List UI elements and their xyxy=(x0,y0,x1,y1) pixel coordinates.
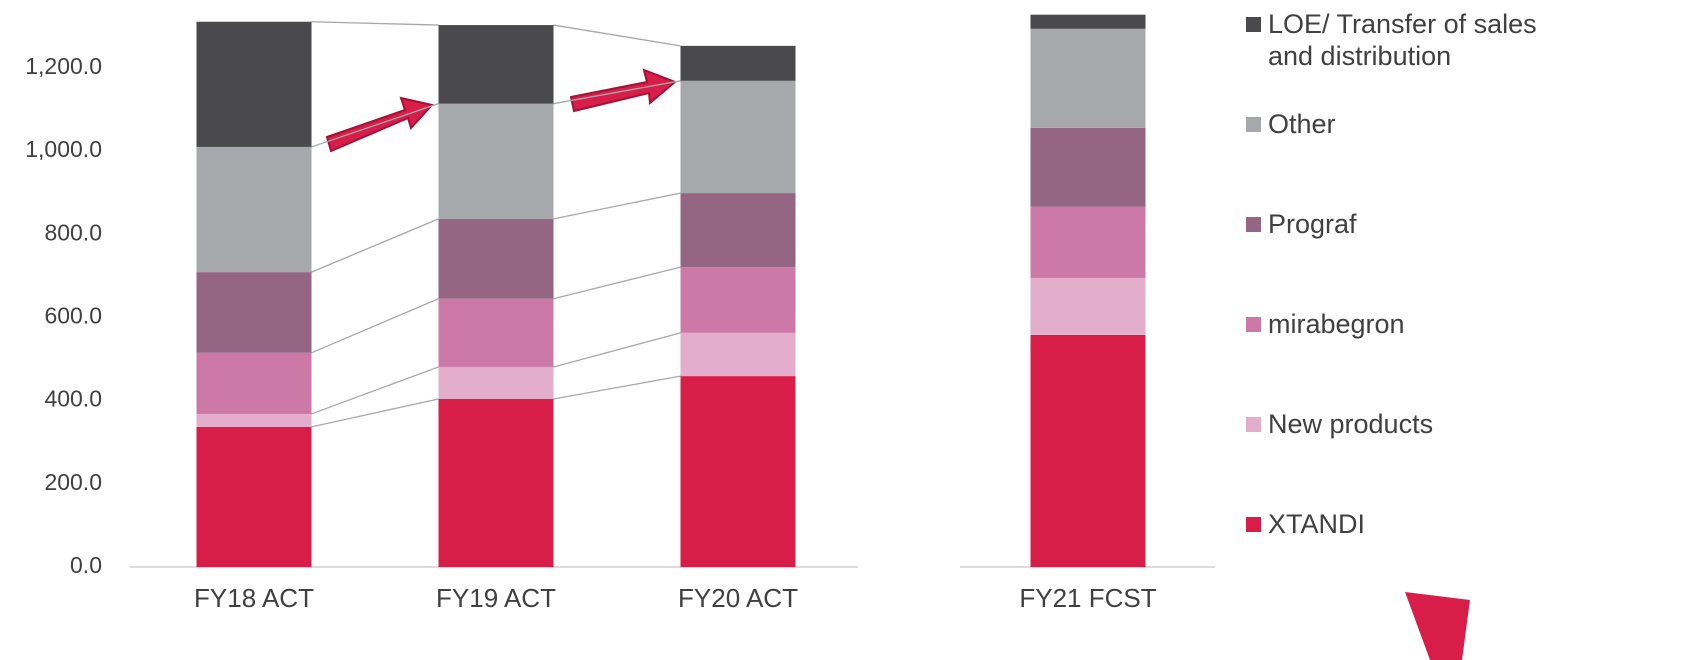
bar-segment xyxy=(680,267,796,333)
bar-segment xyxy=(438,398,554,567)
legend-label: Other xyxy=(1268,109,1336,139)
legend-swatch xyxy=(1246,317,1261,332)
bar-segment xyxy=(196,426,312,567)
connector-line xyxy=(553,80,681,105)
bar-segment xyxy=(1030,14,1146,29)
x-tick-label: FY18 ACT xyxy=(194,583,314,613)
connector-line xyxy=(311,21,439,26)
bar-segment xyxy=(1030,28,1146,128)
connector-line xyxy=(311,103,439,148)
x-tick-label: FY21 FCST xyxy=(1019,583,1156,613)
legend-label: XTANDI xyxy=(1268,509,1366,539)
trend-arrow xyxy=(325,96,434,153)
bar-segment xyxy=(196,272,312,353)
bar-segment xyxy=(196,352,312,414)
connector-line xyxy=(553,375,681,400)
bar-segment xyxy=(680,80,796,194)
legend-swatch xyxy=(1246,117,1261,132)
bar-segment xyxy=(1030,127,1146,207)
bar-segment xyxy=(438,218,554,299)
bar-segment xyxy=(680,376,796,567)
bar-segment xyxy=(196,21,312,147)
bar-segment xyxy=(196,146,312,273)
y-tick-label: 400.0 xyxy=(44,386,102,412)
bar-segment xyxy=(1030,206,1146,278)
bar-segment xyxy=(1030,334,1146,567)
y-tick-label: 800.0 xyxy=(44,219,102,245)
x-tick-label: FY20 ACT xyxy=(678,583,798,613)
legend-item: XTANDI xyxy=(1246,508,1576,540)
legend-item: New products xyxy=(1246,408,1576,440)
y-tick-label: 600.0 xyxy=(44,303,102,329)
bar-segment xyxy=(680,45,796,81)
connector-line xyxy=(553,266,681,300)
connector-line xyxy=(553,332,681,368)
bar-segment xyxy=(680,193,796,268)
legend-item: Other xyxy=(1246,108,1576,140)
x-tick-label: FY19 ACT xyxy=(436,583,556,613)
connector-line xyxy=(553,24,681,47)
y-tick-label: 1,000.0 xyxy=(25,136,102,162)
legend-item: LOE/ Transfer of sales and distribution xyxy=(1246,8,1576,72)
connector-line xyxy=(311,218,439,273)
legend-item: Prograf xyxy=(1246,208,1576,240)
bar-segment xyxy=(438,103,554,219)
connector-line xyxy=(311,298,439,354)
bar-segment xyxy=(196,413,312,427)
legend-swatch xyxy=(1246,517,1261,532)
legend-label: LOE/ Transfer of sales and distribution xyxy=(1268,9,1537,71)
bar-segment xyxy=(438,298,554,367)
connector-line xyxy=(311,398,439,428)
bar-segment xyxy=(438,366,554,399)
legend-label: mirabegron xyxy=(1268,309,1405,339)
y-tick-label: 0.0 xyxy=(70,552,102,578)
connector-line xyxy=(553,192,681,220)
legend-swatch xyxy=(1246,217,1261,232)
y-tick-label: 200.0 xyxy=(44,469,102,495)
legend-item: mirabegron xyxy=(1246,308,1576,340)
legend-swatch xyxy=(1246,17,1261,32)
logo xyxy=(1405,592,1470,660)
bar-segment xyxy=(1030,277,1146,335)
y-tick-label: 1,200.0 xyxy=(25,53,102,79)
legend-label: Prograf xyxy=(1268,209,1357,239)
legend-label: New products xyxy=(1268,409,1434,439)
connector-line xyxy=(311,366,439,415)
bar-segment xyxy=(438,25,554,104)
legend-swatch xyxy=(1246,417,1261,432)
bar-segment xyxy=(680,332,796,377)
